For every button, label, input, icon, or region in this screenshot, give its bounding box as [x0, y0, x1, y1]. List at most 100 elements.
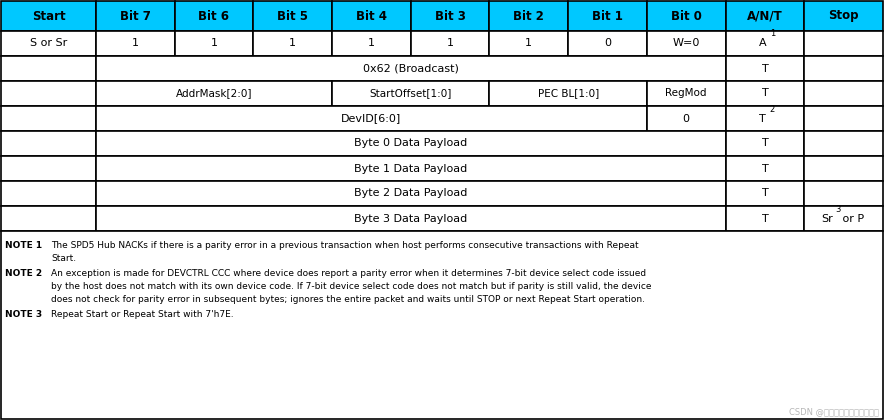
Bar — [647, 81, 726, 106]
Bar — [95, 106, 647, 131]
Bar — [1, 56, 95, 81]
Text: T: T — [761, 213, 768, 223]
Bar — [726, 156, 804, 181]
Bar — [490, 31, 568, 56]
Text: Byte 2 Data Payload: Byte 2 Data Payload — [354, 189, 468, 199]
Bar — [411, 1, 490, 31]
Text: StartOffset[1:0]: StartOffset[1:0] — [370, 89, 452, 99]
Text: 1: 1 — [368, 39, 375, 48]
Bar — [804, 106, 883, 131]
Bar — [254, 1, 332, 31]
Text: Byte 3 Data Payload: Byte 3 Data Payload — [354, 213, 468, 223]
Text: The SPD5 Hub NACKs if there is a parity error in a previous transaction when hos: The SPD5 Hub NACKs if there is a parity … — [51, 241, 638, 250]
Bar — [726, 1, 804, 31]
Text: 1: 1 — [770, 29, 775, 39]
Text: or P: or P — [839, 213, 864, 223]
Text: Bit 0: Bit 0 — [671, 10, 702, 23]
Bar — [647, 106, 726, 131]
Text: NOTE 3: NOTE 3 — [5, 310, 42, 319]
Bar — [804, 181, 883, 206]
Text: T: T — [758, 113, 766, 123]
Bar — [254, 31, 332, 56]
Bar — [726, 31, 804, 56]
Bar — [568, 31, 647, 56]
Bar — [1, 156, 95, 181]
Text: W=0: W=0 — [673, 39, 700, 48]
Text: S or Sr: S or Sr — [30, 39, 67, 48]
Bar — [804, 56, 883, 81]
Bar — [1, 31, 95, 56]
Bar — [726, 131, 804, 156]
Bar — [647, 31, 726, 56]
Bar — [332, 31, 411, 56]
Bar — [568, 1, 647, 31]
Bar — [804, 1, 883, 31]
Bar — [726, 56, 804, 81]
Bar — [726, 81, 804, 106]
Text: T: T — [761, 163, 768, 173]
Text: PEC BL[1:0]: PEC BL[1:0] — [537, 89, 598, 99]
Text: 1: 1 — [210, 39, 217, 48]
Text: by the host does not match with its own device code. If 7-bit device select code: by the host does not match with its own … — [51, 282, 652, 291]
Bar — [1, 81, 95, 106]
Bar — [95, 81, 332, 106]
Bar — [647, 1, 726, 31]
Bar — [1, 131, 95, 156]
Text: NOTE 1: NOTE 1 — [5, 241, 42, 250]
Bar — [1, 106, 95, 131]
Text: AddrMask[2:0]: AddrMask[2:0] — [176, 89, 252, 99]
Bar — [804, 31, 883, 56]
Bar — [175, 31, 254, 56]
Bar — [1, 181, 95, 206]
Bar — [726, 181, 804, 206]
Text: Bit 3: Bit 3 — [435, 10, 466, 23]
Bar — [95, 1, 175, 31]
Text: 1: 1 — [132, 39, 139, 48]
Bar — [1, 231, 883, 419]
Bar — [175, 1, 254, 31]
Bar — [726, 206, 804, 231]
Text: NOTE 2: NOTE 2 — [5, 269, 42, 278]
Text: T: T — [761, 63, 768, 73]
Text: An exception is made for DEVCTRL CCC where device does report a parity error whe: An exception is made for DEVCTRL CCC whe… — [51, 269, 646, 278]
Bar — [804, 131, 883, 156]
Bar — [332, 81, 490, 106]
Text: 1: 1 — [525, 39, 532, 48]
Text: CSDN @鲁棒最小二乘支持向量机: CSDN @鲁棒最小二乘支持向量机 — [789, 407, 879, 416]
Bar — [490, 81, 647, 106]
Text: 2: 2 — [769, 105, 774, 113]
Bar — [95, 181, 726, 206]
Bar — [490, 1, 568, 31]
Text: Start: Start — [32, 10, 65, 23]
Bar — [804, 156, 883, 181]
Bar — [95, 56, 726, 81]
Bar — [726, 106, 804, 131]
Text: 1: 1 — [289, 39, 296, 48]
Text: 0: 0 — [682, 113, 690, 123]
Text: Byte 0 Data Payload: Byte 0 Data Payload — [354, 139, 468, 149]
Bar — [95, 131, 726, 156]
Text: T: T — [761, 189, 768, 199]
Bar — [95, 31, 175, 56]
Bar — [804, 81, 883, 106]
Bar — [1, 1, 95, 31]
Text: T: T — [761, 139, 768, 149]
Text: Byte 1 Data Payload: Byte 1 Data Payload — [354, 163, 468, 173]
Text: Bit 5: Bit 5 — [278, 10, 309, 23]
Text: Stop: Stop — [828, 10, 859, 23]
Text: Sr: Sr — [821, 213, 834, 223]
Text: 0x62 (Broadcast): 0x62 (Broadcast) — [362, 63, 459, 73]
Text: 3: 3 — [835, 205, 841, 213]
Bar — [1, 206, 95, 231]
Text: T: T — [761, 89, 768, 99]
Text: Repeat Start or Repeat Start with 7'h7E.: Repeat Start or Repeat Start with 7'h7E. — [51, 310, 233, 319]
Bar — [804, 206, 883, 231]
Bar — [95, 206, 726, 231]
Text: Bit 6: Bit 6 — [199, 10, 230, 23]
Text: 0: 0 — [604, 39, 611, 48]
Text: RegMod: RegMod — [666, 89, 707, 99]
Bar — [411, 31, 490, 56]
Text: Bit 1: Bit 1 — [592, 10, 623, 23]
Text: Start.: Start. — [51, 254, 76, 263]
Text: does not check for parity error in subsequent bytes; ignores the entire packet a: does not check for parity error in subse… — [51, 295, 645, 304]
